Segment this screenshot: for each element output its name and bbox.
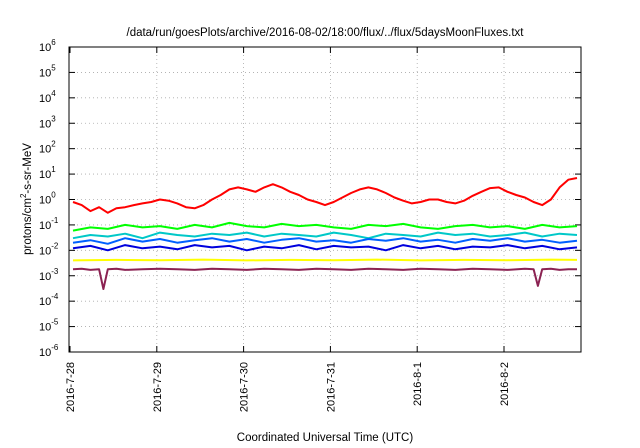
y-tick-label: 103 (39, 114, 56, 130)
y-tick-label: 100 (39, 191, 56, 207)
y-tick-label: 10-3 (39, 267, 59, 283)
grid (69, 47, 581, 352)
y-tick-label: 10-5 (39, 318, 59, 334)
y-tick-label: 10-6 (39, 343, 59, 359)
series-line-6 (72, 258, 578, 262)
series-line-4 (72, 237, 578, 245)
series-line-3 (72, 231, 578, 240)
y-tick-label: 10-4 (39, 292, 59, 308)
y-axis-label-part-1: protons/cm (22, 198, 34, 255)
y-tick-label: 104 (39, 89, 56, 105)
x-tick-label: 2016-8-2 (499, 362, 511, 406)
series-line-1 (72, 177, 578, 214)
y-tick-label: 102 (39, 140, 56, 156)
x-tick-label: 2016-7-28 (65, 362, 77, 412)
series-line-7 (72, 267, 577, 290)
y-tick-label: 10-2 (39, 241, 59, 257)
x-tick-label: 2016-8-1 (412, 362, 424, 406)
y-tick-label: 10-1 (39, 216, 59, 232)
y-tick-label: 105 (39, 63, 56, 79)
y-axis-label-part-2: -s-sr-MeV (22, 143, 34, 194)
y-tick-label: 101 (39, 165, 56, 181)
y-axis-ticks: 10-6 10-5 10-4 10-3 10-2 10-1 100 101 102 103 104 1… (39, 38, 581, 359)
x-tick-label: 2016-7-31 (325, 362, 337, 412)
y-axis-label-superscript: 2 (19, 193, 28, 198)
chart-title: /data/run/goesPlots/archive/2016-08-02/1… (127, 27, 525, 39)
x-axis-label: Coordinated Universal Time (UTC) (237, 432, 414, 444)
y-tick-label: 106 (39, 38, 56, 54)
series-lines (72, 177, 578, 290)
series-line-2 (72, 221, 578, 232)
y-axis-label: protons/cm2-s-sr-MeV (19, 143, 34, 255)
x-axis-ticks: 2016-7-28 2016-7-29 2016-7-30 2016-7-31 2016… (65, 47, 511, 412)
x-tick-label: 2016-7-29 (152, 362, 164, 412)
series-line-5 (72, 244, 578, 252)
x-tick-label: 2016-7-30 (239, 362, 251, 412)
